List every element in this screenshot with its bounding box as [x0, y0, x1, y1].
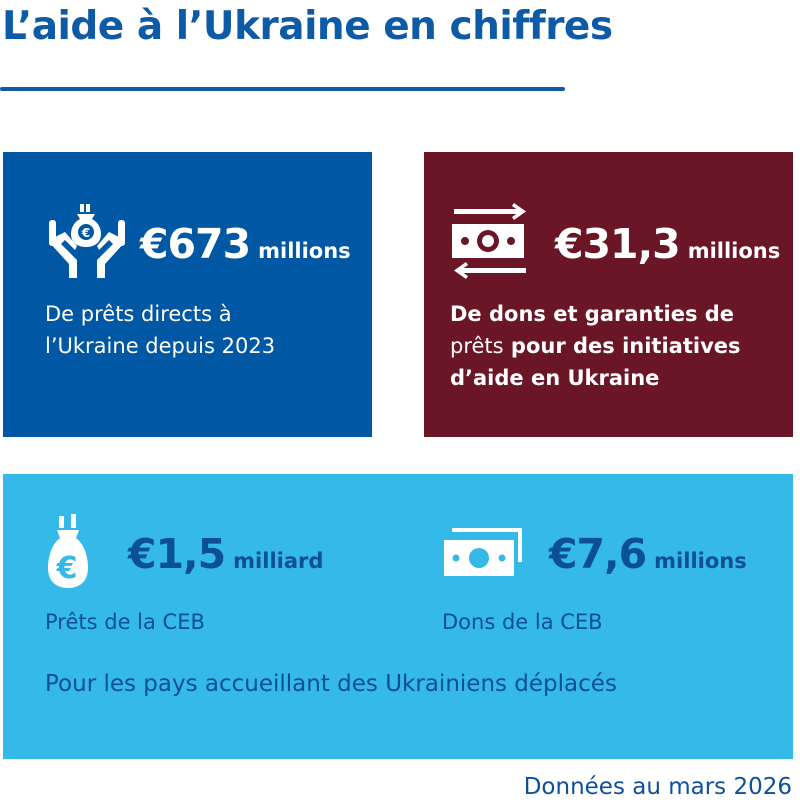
svg-text:€: €: [56, 551, 78, 586]
description-line: prêts pour des initiatives: [450, 330, 741, 362]
data-date-footer: Données au mars 2026: [523, 774, 792, 800]
amount-direct-loans: €673 millions: [140, 220, 351, 268]
description-line: De dons et garanties de: [450, 302, 735, 326]
description-fragment: pour des initiatives: [503, 334, 741, 358]
amount-unit: millions: [687, 239, 781, 263]
description-line: l’Ukraine depuis 2023: [45, 334, 276, 358]
ceb-note: Pour les pays accueillant des Ukrainiens…: [45, 671, 617, 697]
description-fragment: prêts: [450, 334, 504, 358]
card-ceb: € €1,5 milliard Prêts de la CEB €7,6 milli…: [3, 474, 793, 759]
amount-ceb-loans: €1,5 milliard: [128, 530, 323, 578]
description-line: d’aide en Ukraine: [450, 366, 660, 390]
amount-value: €1,5: [128, 530, 226, 578]
description-direct-loans: De prêts directs à l’Ukraine depuis 2023: [45, 298, 275, 362]
title-divider: [0, 87, 565, 91]
amount-unit: milliard: [233, 549, 324, 573]
euro-money-bag-icon: €: [48, 514, 88, 588]
amount-value: €673: [140, 220, 251, 268]
page-title: L’aide à l’Ukraine en chiffres: [2, 4, 613, 49]
label-ceb-grants: Dons de la CEB: [442, 610, 603, 634]
card-grants-guarantees: €31,3 millions De dons et garanties de pr…: [424, 152, 793, 437]
card-direct-loans: € €673 millions De prêts directs à l’Ukra…: [3, 152, 372, 437]
amount-unit: millions: [654, 549, 747, 573]
label-ceb-loans: Prêts de la CEB: [45, 610, 205, 634]
amount-value: €7,6: [549, 530, 647, 578]
amount-unit: millions: [258, 239, 351, 263]
description-line: De prêts directs à: [45, 302, 232, 326]
amount-ceb-grants: €7,6 millions: [549, 530, 747, 578]
amount-grants: €31,3 millions: [555, 220, 780, 268]
description-grants: De dons et garanties de prêts pour des i…: [450, 298, 741, 394]
banknotes-icon: [444, 528, 522, 576]
banknote-exchange-arrows-icon: [452, 203, 526, 279]
svg-text:€: €: [81, 226, 90, 240]
amount-value: €31,3: [555, 220, 681, 268]
hands-money-bag-icon: €: [49, 204, 125, 278]
